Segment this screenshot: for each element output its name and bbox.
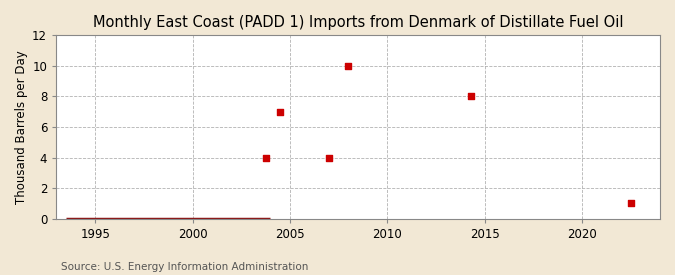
Point [625, 201, 636, 206]
Point [466, 94, 477, 99]
Point [275, 109, 286, 114]
Point [323, 155, 334, 160]
Y-axis label: Thousand Barrels per Day: Thousand Barrels per Day [15, 50, 28, 204]
Point [343, 64, 354, 68]
Title: Monthly East Coast (PADD 1) Imports from Denmark of Distillate Fuel Oil: Monthly East Coast (PADD 1) Imports from… [93, 15, 623, 30]
Point [260, 155, 271, 160]
Text: Source: U.S. Energy Information Administration: Source: U.S. Energy Information Administ… [61, 262, 308, 271]
